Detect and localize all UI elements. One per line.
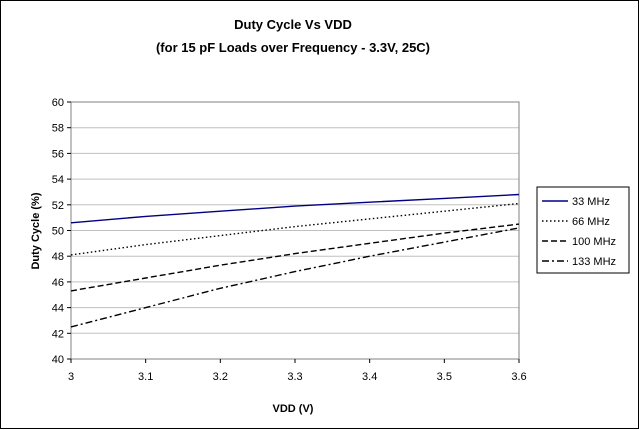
y-tick-label: 58 — [52, 123, 64, 135]
x-tick-label: 3.2 — [213, 371, 228, 383]
legend-label: 33 MHz — [572, 196, 610, 208]
legend-label: 133 MHz — [572, 256, 616, 268]
y-tick-label: 52 — [52, 200, 64, 212]
series-line — [70, 227, 520, 328]
x-tick-label: 3.6 — [511, 371, 526, 383]
y-tick-label: 46 — [52, 277, 64, 289]
y-tick-label: 50 — [52, 226, 64, 238]
series-line — [70, 223, 520, 292]
legend-label: 66 MHz — [572, 216, 610, 228]
series-lines — [70, 193, 520, 328]
y-tick-label: 42 — [52, 328, 64, 340]
chart-title: Duty Cycle Vs VDD — [234, 17, 352, 32]
y-tick-label: 40 — [52, 354, 64, 366]
y-tick-label: 60 — [52, 97, 64, 109]
x-tick-label: 3.1 — [138, 371, 153, 383]
legend-label: 100 MHz — [572, 236, 616, 248]
chart-subtitle: (for 15 pF Loads over Frequency - 3.3V, … — [156, 40, 430, 55]
x-tick-label: 3 — [68, 371, 74, 383]
x-tick-label: 3.3 — [287, 371, 302, 383]
x-axis-label: VDD (V) — [273, 403, 314, 415]
series-line — [70, 202, 520, 256]
x-tick-label: 3.5 — [437, 371, 452, 383]
gridlines — [71, 101, 519, 360]
y-tick-label: 48 — [52, 251, 64, 263]
legend: 33 MHz 66 MHz 100 MHz 133 MHz — [536, 186, 630, 274]
y-tick-label: 44 — [52, 303, 64, 315]
x-tick-label: 3.4 — [362, 371, 377, 383]
axis-ticks: 40 42 44 46 48 50 52 54 56 58 60 3 3.1 3.2 3.3 3.4 3.5 3.… — [52, 97, 527, 383]
y-tick-label: 54 — [52, 174, 64, 186]
series-line — [70, 193, 520, 224]
y-tick-label: 56 — [52, 148, 64, 160]
y-axis-label: Duty Cycle (%) — [30, 192, 42, 269]
